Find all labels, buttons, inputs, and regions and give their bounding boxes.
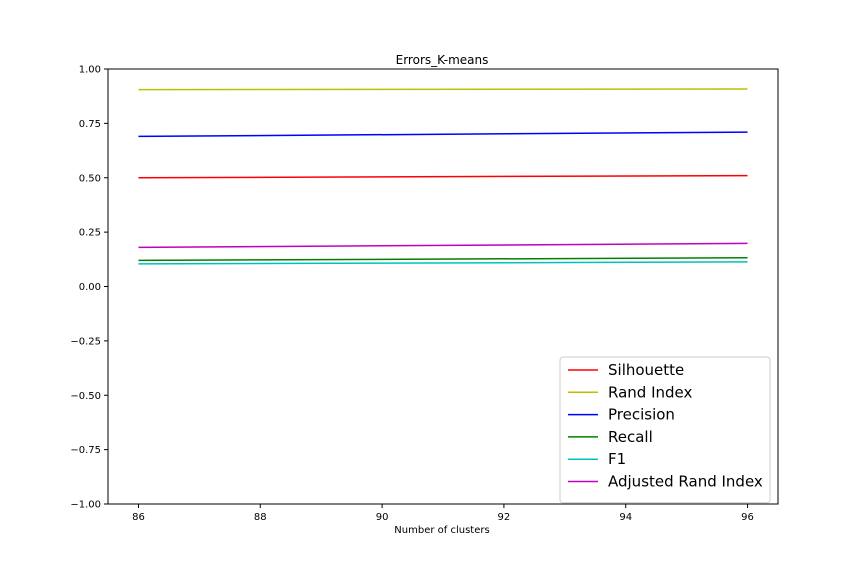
y-tick-label: 1.00: [79, 65, 101, 76]
y-tick-label: −0.25: [70, 336, 101, 347]
y-axis: −1.00 −0.75 −0.50 −0.25 0.00 0.25 0.50 0.75 1.00: [70, 65, 108, 511]
x-tick-label: 90: [376, 512, 389, 523]
series-line-rand-index: [138, 88, 748, 91]
legend-label: Precision: [608, 406, 675, 424]
series-line-adjusted-rand-index: [138, 242, 748, 249]
legend-label: Recall: [608, 428, 653, 446]
x-axis-label: Number of clusters: [394, 525, 489, 536]
x-tick-label: 86: [132, 512, 145, 523]
legend-label: Adjusted Rand Index: [608, 473, 763, 491]
x-tick-label: 96: [741, 512, 754, 523]
legend-label: Rand Index: [608, 383, 692, 401]
series-line-f1: [138, 261, 748, 265]
y-tick-label: −1.00: [70, 500, 101, 511]
plot-frame: [107, 68, 779, 505]
legend-label: Silhouette: [608, 361, 684, 379]
chart-title: Errors_K-means: [396, 53, 489, 67]
y-tick-label: 0.00: [79, 282, 101, 293]
y-tick-label: −0.50: [70, 391, 101, 402]
y-tick-label: −0.75: [70, 445, 101, 456]
series-line-silhouette: [138, 174, 748, 179]
y-tick-label: 0.25: [79, 228, 101, 239]
legend: Silhouette Rand Index Precision Recall F1 Adj…: [559, 356, 771, 504]
series-line-recall: [138, 257, 748, 262]
y-tick-label: 0.50: [79, 173, 101, 184]
series-lines: [138, 88, 748, 265]
x-axis: 86 88 90 92 94 96: [132, 504, 754, 523]
legend-label: F1: [608, 450, 626, 468]
x-tick-label: 94: [619, 512, 632, 523]
x-tick-label: 88: [254, 512, 267, 523]
series-line-precision: [138, 131, 748, 138]
y-tick-label: 0.75: [79, 119, 101, 130]
legend-box: [559, 356, 771, 504]
x-tick-label: 92: [498, 512, 511, 523]
